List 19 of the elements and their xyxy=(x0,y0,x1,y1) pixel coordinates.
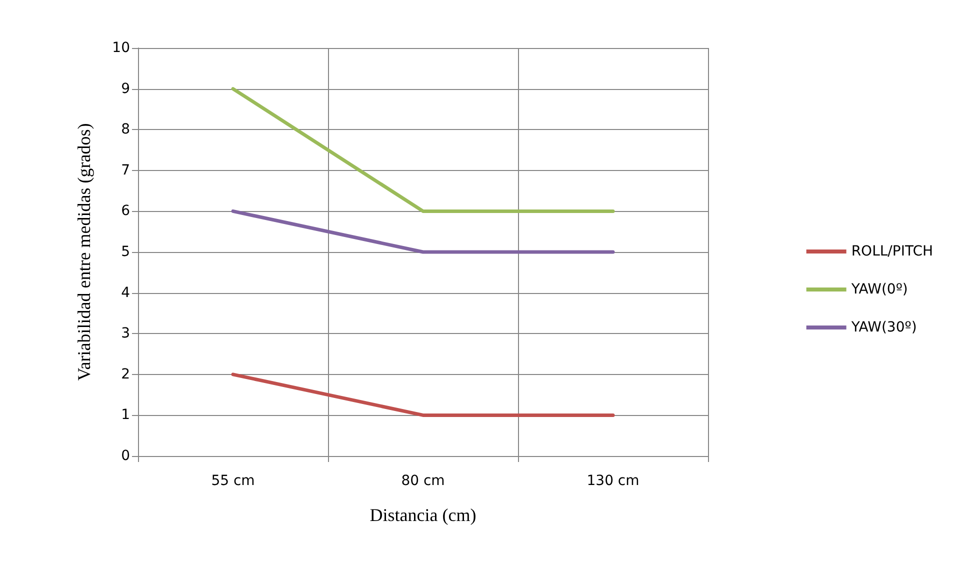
y-axis-title: Variabilidad entre medidas (grados) xyxy=(74,123,94,381)
x-axis-title: Distancia (cm) xyxy=(370,505,476,525)
y-tick-label: 5 xyxy=(121,244,130,260)
y-tick-label: 9 xyxy=(121,80,130,97)
x-tick-label: 130 cm xyxy=(586,473,640,489)
y-tick-label: 3 xyxy=(121,326,130,342)
y-tick-label: 0 xyxy=(121,448,130,464)
y-tick-label: 2 xyxy=(121,366,130,382)
x-tick-label: 80 cm xyxy=(401,473,445,489)
legend-label: YAW(0º) xyxy=(850,282,908,298)
y-tick-label: 10 xyxy=(112,40,130,56)
y-tick-label: 4 xyxy=(121,284,130,301)
y-tick-label: 1 xyxy=(121,407,130,424)
y-tick-label: 8 xyxy=(121,122,130,138)
y-tick-label: 7 xyxy=(121,162,130,178)
x-tick-label: 55 cm xyxy=(211,473,255,489)
legend-label: YAW(30º) xyxy=(850,320,917,336)
y-tick-label: 6 xyxy=(121,203,130,220)
legend-label: ROLL/PITCH xyxy=(851,244,934,260)
